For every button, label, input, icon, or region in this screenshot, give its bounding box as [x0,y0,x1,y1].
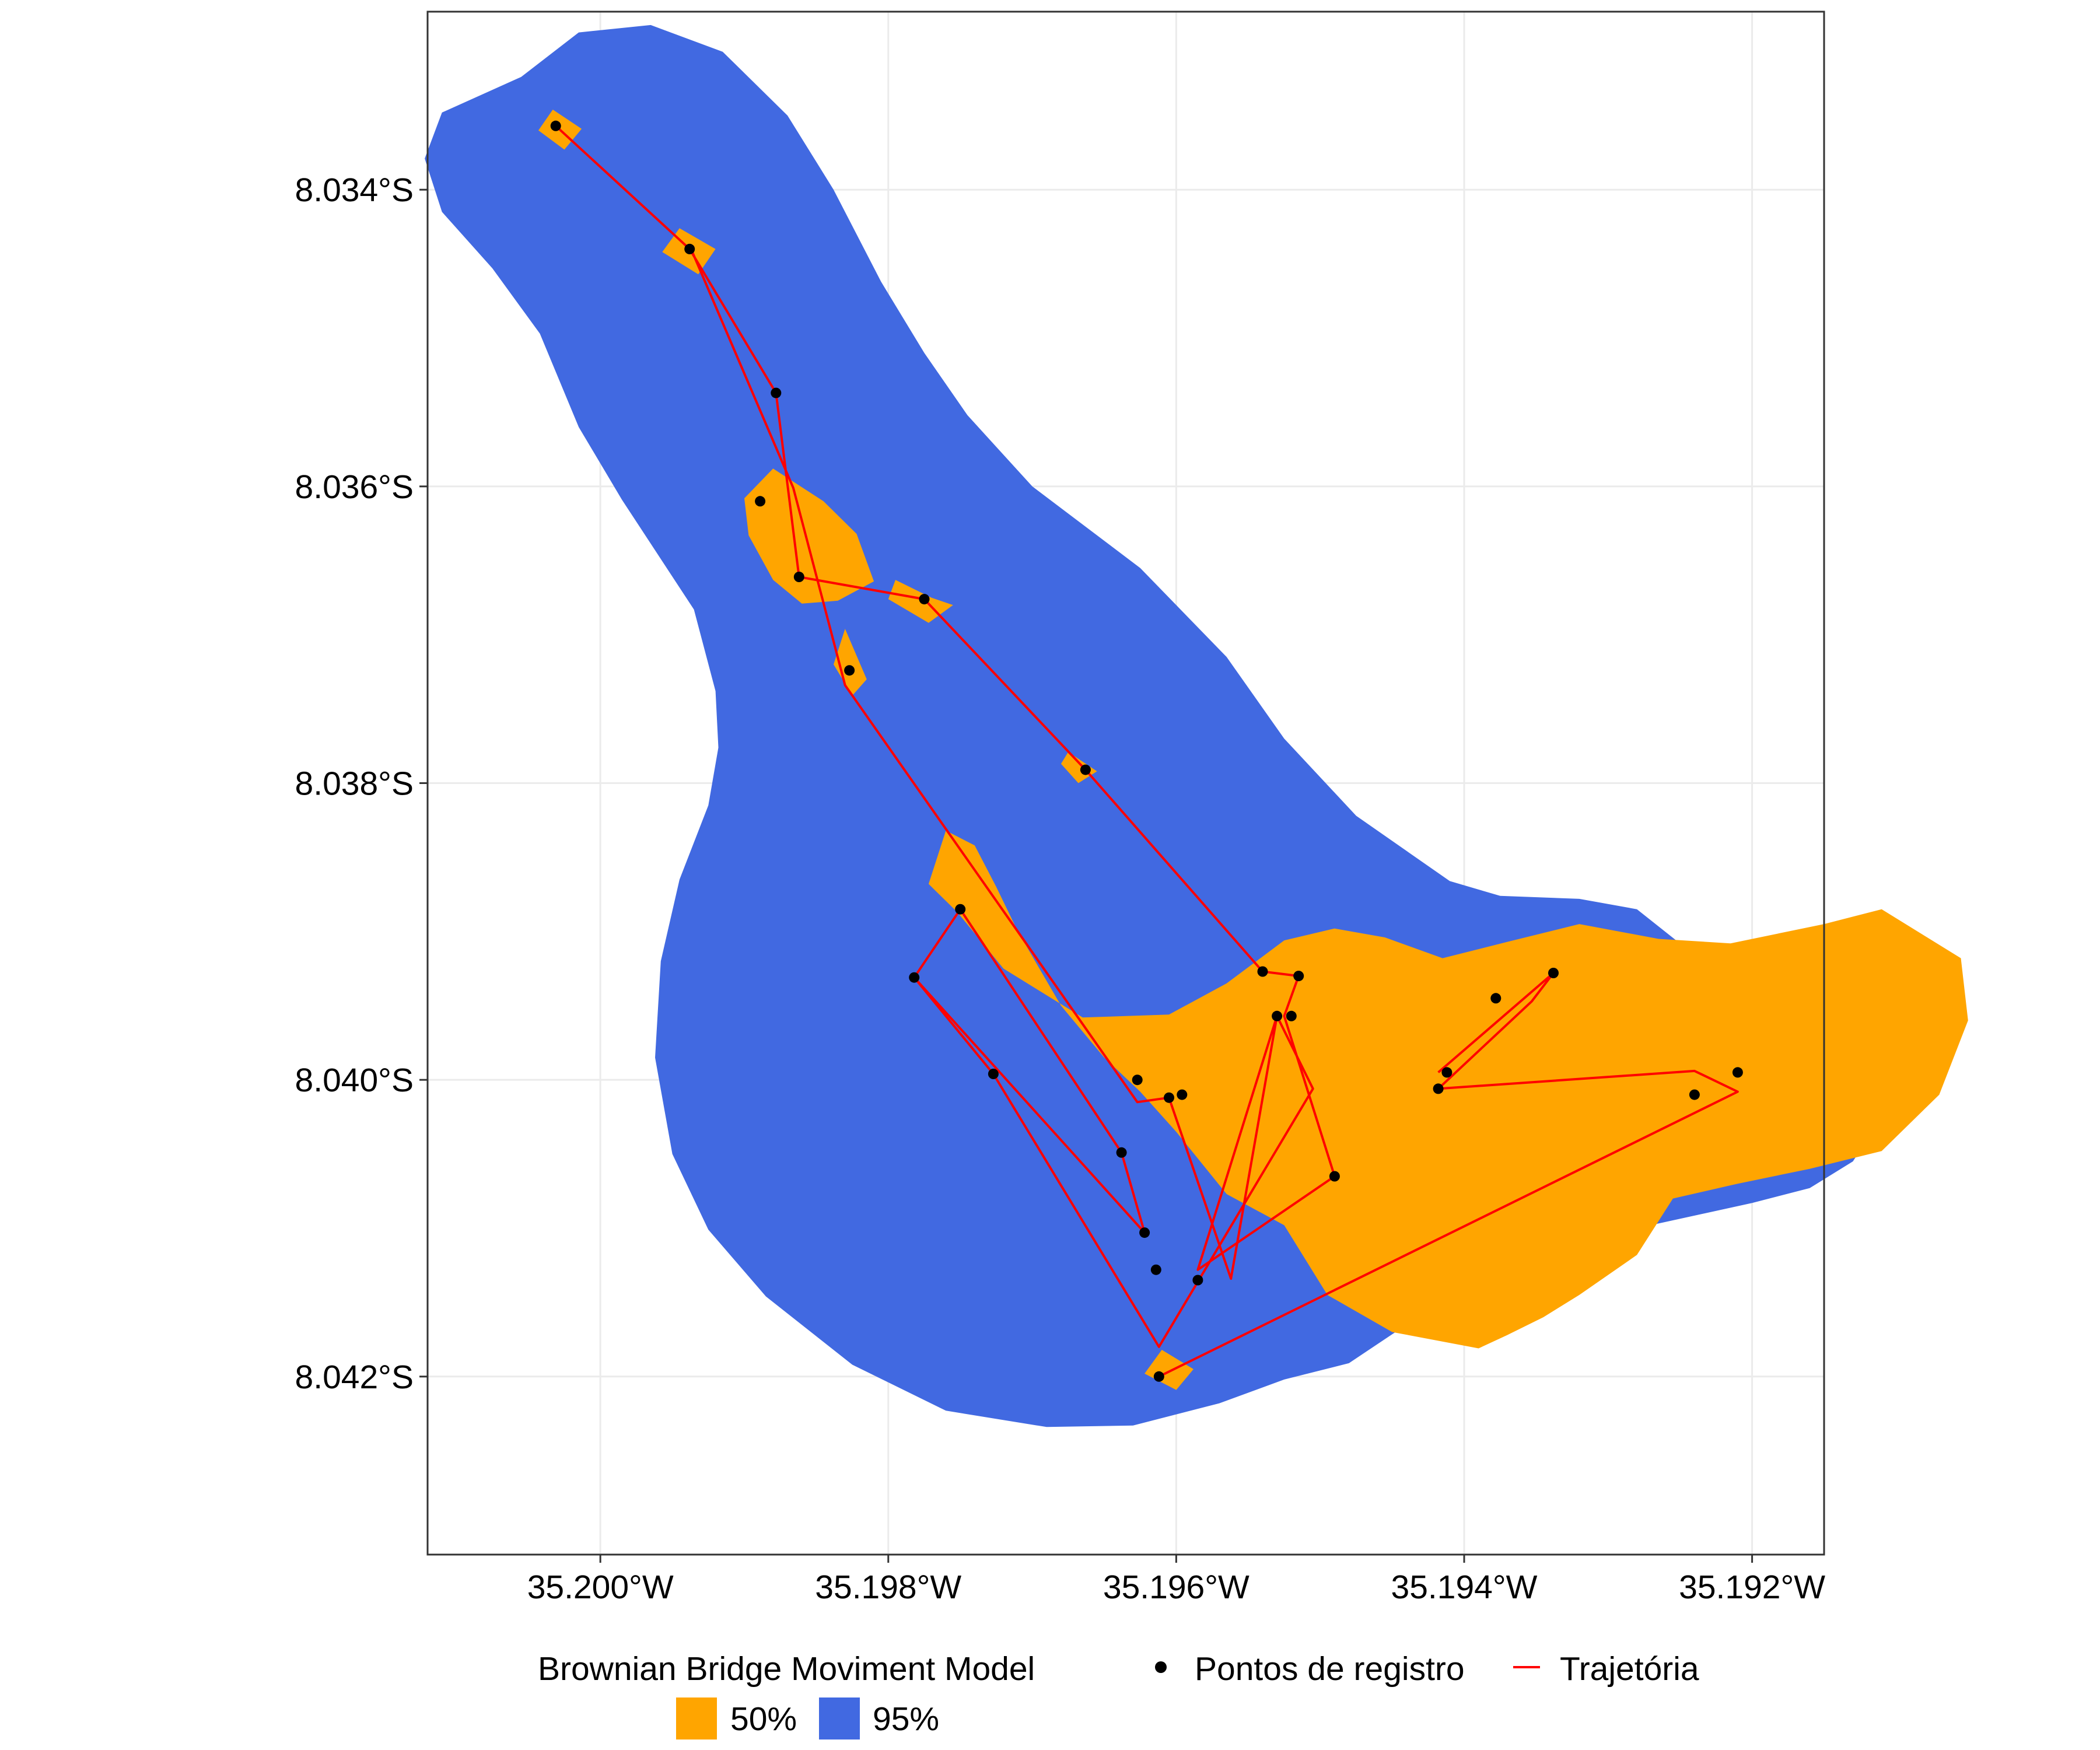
record-point [684,243,695,254]
y-tick-label: 8.036°S [295,468,414,506]
x-axis: 35.200°W 35.198°W 35.196°W 35.194°W 35.192°W [527,1555,1825,1606]
record-point [1732,1067,1743,1078]
record-point [1164,1092,1174,1103]
record-point [793,572,804,582]
record-point [988,1069,999,1079]
contour-50-polygon-7 [1464,1069,1534,1120]
x-tick-label: 35.198°W [815,1569,961,1606]
record-point [1192,1275,1203,1286]
record-point [909,972,920,983]
legend-point-icon [1155,1661,1167,1673]
y-tick-label: 8.034°S [295,172,414,209]
record-point [1116,1147,1127,1158]
record-point [1548,968,1559,978]
legend-95-swatch [819,1698,860,1740]
record-point [1080,764,1091,775]
record-point [1433,1083,1444,1094]
record-point [1286,1010,1297,1021]
x-tick-label: 35.200°W [527,1569,674,1606]
record-point [1689,1089,1700,1100]
x-tick-label: 35.192°W [1679,1569,1825,1606]
record-point [844,665,855,676]
legend-50-swatch [676,1698,717,1740]
x-tick-label: 35.196°W [1103,1569,1250,1606]
plot-panel [425,10,1968,1556]
y-axis: 8.034°S 8.036°S 8.038°S 8.040°S 8.042°S [295,172,428,1396]
record-point [1441,1067,1452,1078]
points-layer [550,120,1743,1382]
record-point [1490,993,1502,1004]
record-point [1153,1371,1164,1382]
record-point [755,496,766,507]
contour-50-polygon-8 [1144,1350,1194,1390]
record-point [1150,1264,1161,1275]
record-point [1177,1089,1188,1100]
y-tick-label: 8.042°S [295,1359,414,1396]
record-point [1132,1074,1143,1086]
contour-50-polygon-6 [928,830,1968,1349]
y-tick-label: 8.038°S [295,765,414,803]
legend: Brownian Bridge Moviment Model 50% 95% P… [538,1650,1699,1740]
y-tick-label: 8.040°S [295,1062,414,1099]
legend-trajectory-label: Trajetória [1560,1650,1699,1688]
legend-95-label: 95% [873,1700,939,1738]
contour-50-polygon-4 [834,629,867,696]
record-point [1329,1171,1340,1182]
record-point [771,387,782,398]
record-point [955,904,966,915]
record-point [1257,966,1268,977]
legend-contour-title: Brownian Bridge Moviment Model [538,1650,1035,1688]
legend-points-label: Pontos de registro [1195,1650,1465,1688]
record-point [1139,1227,1150,1238]
record-point [550,120,561,131]
x-tick-label: 35.194°W [1391,1569,1538,1606]
record-point [919,594,930,605]
contour-50-polygon-2 [744,468,874,604]
record-point [1272,1010,1283,1021]
record-point [1293,971,1304,982]
contour-50-polygon-5 [1060,752,1097,783]
legend-50-label: 50% [730,1700,797,1738]
